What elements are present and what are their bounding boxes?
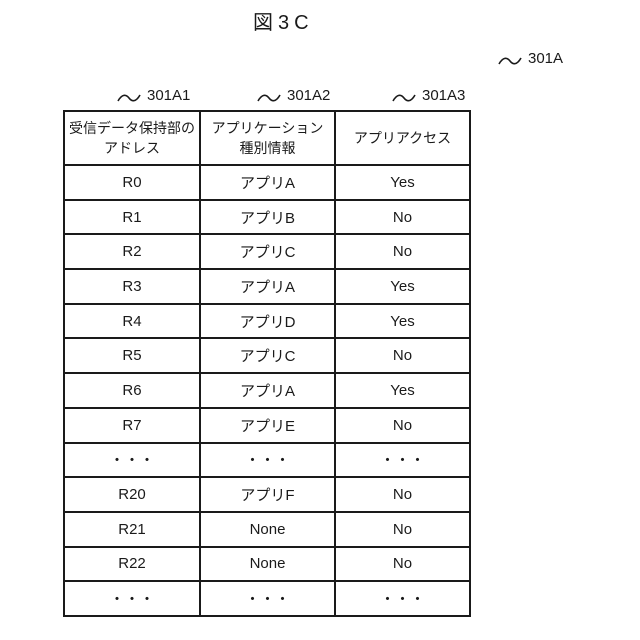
table-row: R7 アプリE No [63,406,471,444]
header-line: アドレス [104,140,160,156]
ref-label-text: 301A2 [287,87,331,104]
cell-app-access: No [334,233,471,271]
leader-tilde-icon [117,94,141,101]
cell-app-type: ・・・ [199,441,336,479]
cell-app-access: No [334,198,471,236]
cell-address: R1 [63,198,201,236]
cell-address: R0 [63,164,201,201]
ref-label-301A3: 301A3 [391,87,465,104]
cell-address: R6 [63,372,201,409]
cell-app-access: ・・・ [334,441,471,479]
cell-app-access: Yes [334,302,471,340]
table-row: R22 None No [63,545,471,583]
cell-app-type: ・・・ [199,580,336,617]
cell-app-type: None [199,545,336,583]
cell-app-access: Yes [334,268,471,305]
table-row: R6 アプリA Yes [63,372,471,409]
ref-label-301A1: 301A1 [116,87,190,104]
cell-app-type: None [199,510,336,548]
col-header-app-access: アプリアクセス [334,110,471,166]
cell-address: R5 [63,337,201,375]
col-header-app-type: アプリケーション 種別情報 [199,110,336,166]
table-header-row: 受信データ保持部の アドレス アプリケーション 種別情報 アプリアクセス [63,110,471,166]
ref-label-text: 301A3 [422,87,466,104]
cell-address: R21 [63,510,201,548]
ref-label-301A2: 301A2 [256,87,330,104]
cell-app-type: アプリF [199,476,336,513]
table-row: R4 アプリD Yes [63,302,471,340]
cell-app-type: アプリB [199,198,336,236]
cell-address: R4 [63,302,201,340]
cell-app-access: ・・・ [334,580,471,617]
table-row: R20 アプリF No [63,476,471,513]
cell-app-type: アプリA [199,372,336,409]
table-row: R0 アプリA Yes [63,164,471,201]
table-row-ellipsis: ・・・ ・・・ ・・・ [63,580,471,617]
cell-app-type: アプリD [199,302,336,340]
cell-app-access: No [334,476,471,513]
cell-app-type: アプリE [199,406,336,444]
col-header-address: 受信データ保持部の アドレス [63,110,201,166]
cell-app-type: アプリC [199,233,336,271]
cell-app-access: Yes [334,164,471,201]
cell-app-type: アプリA [199,268,336,305]
cell-address: ・・・ [63,441,201,479]
leader-tilde-icon [257,94,281,101]
cell-app-access: No [334,510,471,548]
cell-address: R3 [63,268,201,305]
cell-app-type: アプリC [199,337,336,375]
table-row: R5 アプリC No [63,337,471,375]
leader-tilde-icon [392,94,416,101]
leader-tilde-icon [498,57,522,64]
cell-app-access: No [334,337,471,375]
header-line: アプリケーション [211,119,324,136]
table-row: R3 アプリA Yes [63,268,471,305]
cell-address: R22 [63,545,201,583]
ref-label-301A: 301A [497,50,563,67]
cell-address: ・・・ [63,580,201,617]
header-line: 種別情報 [239,140,296,156]
cell-address: R20 [63,476,201,513]
cell-address: R2 [63,233,201,271]
table-row: R1 アプリB No [63,198,471,236]
cell-app-access: Yes [334,372,471,409]
header-line: アプリアクセス [353,129,452,146]
table-row-ellipsis: ・・・ ・・・ ・・・ [63,441,471,479]
cell-app-type: アプリA [199,164,336,201]
cell-address: R7 [63,406,201,444]
ref-label-text: 301A1 [147,87,191,104]
ref-label-text: 301A [528,50,564,67]
figure-title: 図3C [253,12,314,34]
cell-app-access: No [334,406,471,444]
app-access-table: 受信データ保持部の アドレス アプリケーション 種別情報 アプリアクセス R0 … [63,110,471,617]
table-row: R2 アプリC No [63,233,471,271]
table-row: R21 None No [63,510,471,548]
cell-app-access: No [334,545,471,583]
header-line: 受信データ保持部の [69,119,195,136]
